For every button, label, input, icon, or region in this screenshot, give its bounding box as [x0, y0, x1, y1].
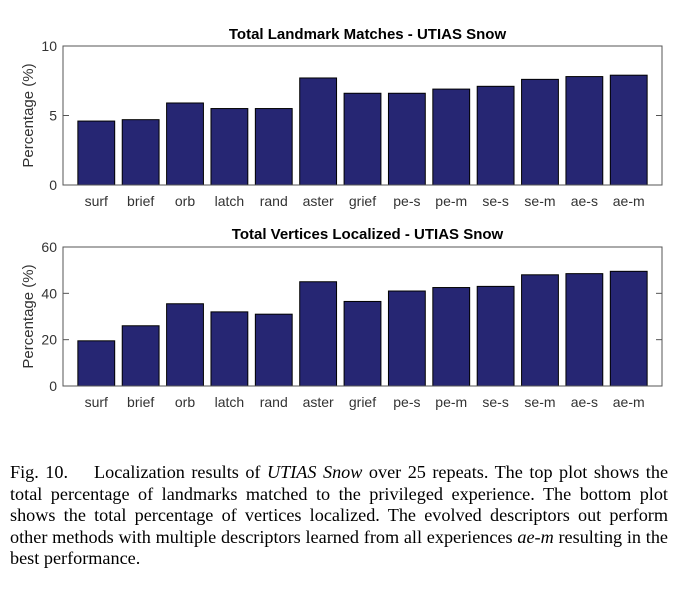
- bar-latch: [210, 311, 249, 387]
- x-tick-label: surf: [85, 394, 108, 410]
- bar-surf: [77, 340, 116, 387]
- figure-caption: Fig. 10. Localization results of UTIAS S…: [10, 462, 668, 570]
- caption-dataset: UTIAS Snow: [266, 462, 363, 482]
- y-tick-label: 40: [41, 285, 57, 301]
- vertices-localized-chart: Total Vertices Localized - UTIAS Snow sur…: [20, 226, 663, 410]
- x-tick-label: pe-s: [393, 193, 420, 209]
- caption-text-3: resulting in the best performance.: [10, 526, 668, 569]
- bar-aster: [299, 77, 338, 186]
- y-tick-label: 10: [41, 38, 57, 54]
- bar-grief: [343, 300, 382, 387]
- bar-ae-m: [609, 270, 648, 387]
- charts-canvas: Total Landmark Matches - UTIAS Snow surf b…: [20, 26, 663, 410]
- bar-brief: [121, 325, 160, 387]
- caption-fig-label: Fig. 10.: [10, 462, 69, 482]
- x-tick-label: grief: [349, 394, 376, 410]
- y-axis-label: Percentage (%): [20, 264, 37, 368]
- y-tick-label: 20: [41, 332, 57, 348]
- caption-method: ae-m: [517, 526, 554, 547]
- landmark-matches-chart: Total Landmark Matches - UTIAS Snow surf b…: [20, 26, 663, 209]
- bar-pe-m: [432, 88, 471, 186]
- bar-pe-m: [432, 287, 471, 387]
- x-tick-label: ae-m: [613, 394, 645, 410]
- chart-title: Total Vertices Localized - UTIAS Snow: [232, 226, 504, 243]
- y-tick-label: 0: [49, 177, 57, 193]
- x-tick-label: ae-m: [613, 193, 645, 209]
- bar-pe-s: [387, 92, 426, 186]
- x-tick-label: rand: [260, 193, 288, 209]
- x-tick-label: pe-m: [435, 394, 467, 410]
- x-tick-label: latch: [215, 394, 245, 410]
- x-tick-label: se-m: [524, 394, 555, 410]
- y-tick-label: 5: [49, 108, 57, 124]
- bar-se-m: [521, 274, 559, 387]
- bar-pe-s: [387, 290, 426, 387]
- x-tick-label: se-s: [482, 394, 508, 410]
- bar-se-s: [476, 285, 515, 387]
- y-tick-label: 0: [49, 378, 57, 394]
- bar-rand: [254, 108, 293, 186]
- x-tick-label: ae-s: [571, 394, 598, 410]
- x-tick-label: grief: [349, 193, 376, 209]
- chart-title: Total Landmark Matches - UTIAS Snow: [229, 26, 507, 43]
- x-tick-label: pe-m: [435, 193, 467, 209]
- bar-se-s: [476, 85, 515, 186]
- x-tick-label: surf: [85, 193, 108, 209]
- x-tick-label: se-s: [482, 193, 508, 209]
- plot-frame: [62, 246, 663, 387]
- x-tick-label: latch: [215, 193, 245, 209]
- caption-text-2: over 25 repeats. The top plot shows the …: [10, 462, 669, 547]
- bar-ae-s: [565, 273, 604, 387]
- bar-grief: [343, 92, 382, 186]
- x-tick-label: rand: [260, 394, 288, 410]
- bar-surf: [77, 120, 116, 186]
- y-axis-label: Percentage (%): [20, 63, 37, 167]
- bar-aster: [299, 281, 338, 387]
- bar-rand: [254, 313, 293, 387]
- bar-se-m: [521, 78, 559, 186]
- x-tick-label: ae-s: [571, 193, 598, 209]
- bar-brief: [121, 119, 160, 186]
- x-tick-label: aster: [303, 394, 334, 410]
- bar-orb: [166, 102, 204, 186]
- x-tick-label: se-m: [524, 193, 555, 209]
- x-tick-label: orb: [175, 394, 195, 410]
- caption-text-1: Localization results of: [93, 462, 267, 482]
- x-tick-label: orb: [175, 193, 195, 209]
- bar-latch: [210, 108, 249, 186]
- y-tick-label: 60: [41, 239, 57, 255]
- bar-ae-s: [565, 76, 604, 186]
- x-tick-label: brief: [127, 394, 154, 410]
- bar-orb: [166, 303, 204, 387]
- x-tick-label: aster: [303, 193, 334, 209]
- x-tick-label: brief: [127, 193, 154, 209]
- bar-ae-m: [609, 74, 648, 186]
- x-tick-label: pe-s: [393, 394, 420, 410]
